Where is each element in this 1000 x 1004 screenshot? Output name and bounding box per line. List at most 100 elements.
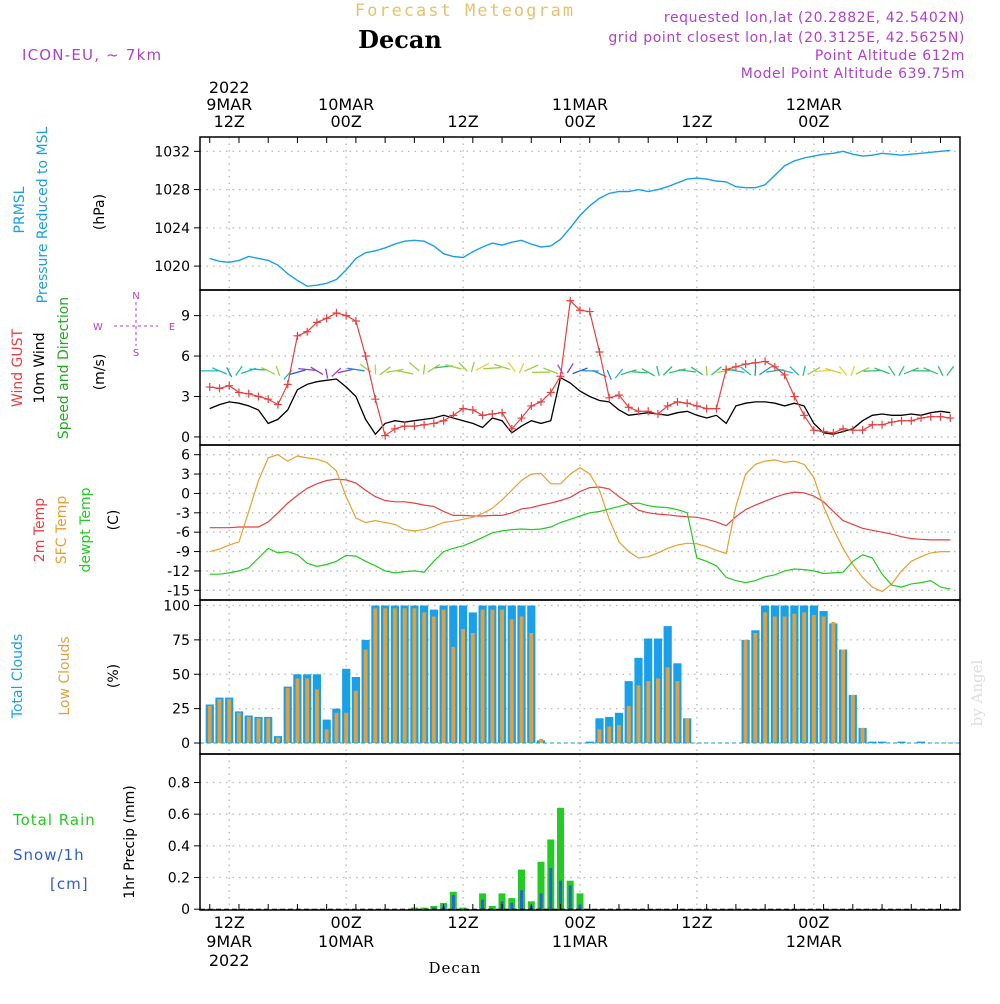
snow-label: Snow/1h [13,846,85,864]
wind-gust-point [488,410,496,418]
y-tick-label: 0 [181,902,190,918]
low-clouds-bar [373,608,377,743]
low-clouds-bar [646,681,650,743]
requested-location: requested lon,lat (20.2882E, 42.5402N) [664,10,965,26]
wind-gust-point [820,428,828,436]
low-clouds-bar [607,727,611,744]
rain-label: Total Rain [12,811,96,829]
wind-direction-arrow [543,368,558,374]
wind-gust-point [595,348,603,356]
model-altitude: Model Point Altitude 639.75m [741,66,965,82]
wind-gust-point [693,402,701,410]
low-clouds-bar [763,612,767,743]
pressure-unit: (hPa) [92,194,108,230]
low-clouds-bar [676,681,680,743]
meteogram-title: Forecast Meteogram [355,1,575,21]
low-clouds-bar [383,608,387,743]
wind-gust-point [293,332,301,340]
wind-direction-arrow [839,366,847,375]
low-clouds-bar [841,650,845,744]
wind-gust-point [469,406,477,414]
wind-gust-point [859,426,867,434]
grid-layer [200,137,960,910]
bottom-time-label: 10MAR [318,932,374,951]
watermark: by Angel [968,659,986,726]
wind-direction-arrow [581,371,599,372]
low-clouds-bar [403,608,407,743]
y-tick-label: 0 [181,430,190,446]
bottom-time-label: 12MAR [786,932,842,951]
low-clouds-bar [286,688,290,743]
wind-direction-arrow [899,366,904,376]
low-clouds-bar [344,713,348,743]
low-clouds-bar [257,718,261,743]
wind-direction-arrow [459,362,467,371]
low-clouds-bar [685,718,689,743]
wind-gust-point [878,421,886,429]
wind-direction-arrow [236,366,242,375]
low-clouds-bar [822,617,826,744]
y-tick-label: 9 [181,309,190,325]
wind-gust-point [362,352,370,360]
wind-direction-arrow [863,371,881,372]
temp-sfc-label: SFC Temp [54,496,70,565]
wind-gust-label: Wind GUST [10,328,26,407]
wind-gust-point [371,395,379,403]
wind-direction-arrow [262,368,275,375]
low-clouds-bar [227,699,231,743]
wind-gust-point [800,411,808,419]
low-clouds-bar [510,619,514,743]
wind-direction-arrow [567,363,573,372]
bottom-time-label: 12Z [214,913,245,932]
wind-gust-point [937,413,945,421]
temp-unit: (C) [106,510,122,531]
low-clouds-bar [783,617,787,744]
wind-gust-point [254,392,262,400]
low-clouds-bar [422,612,426,743]
wind-direction-arrow [711,367,721,375]
wind-gust-point [751,359,759,367]
wind-direction-arrow [423,365,424,375]
low-clouds-bar [393,608,397,743]
wind-gust-point [898,417,906,425]
wind-direction-arrow [380,367,391,375]
wind-10m-label: 10m Wind [32,332,48,403]
wind-gust-point [868,421,876,429]
low-clouds-bar [802,612,806,743]
wind-direction-arrow [409,363,419,371]
wind-direction-arrow [607,370,611,380]
snow-bar [579,905,582,910]
wind-direction-arrow [759,367,770,375]
wind-gust-point [946,414,954,422]
wind-gust-point [381,432,389,440]
low-clouds-bar [247,717,251,743]
wind-gust-point [722,366,730,374]
wind-gust-point [849,426,857,434]
low-clouds-bar [753,633,757,743]
low-clouds-bar [851,695,855,743]
low-clouds-bar [442,610,446,743]
bottom-time-label: 12Z [447,913,478,932]
top-time-label: 00Z [564,112,595,131]
snow-bar [452,895,455,909]
wind-gust-point [459,405,467,413]
point-altitude: Point Altitude 612m [815,48,965,64]
wind-gust-point [907,417,915,425]
y-tick-label: 1028 [154,183,190,199]
compass-e: E [169,322,175,333]
wind-gust-point [829,429,837,437]
low-clouds-bar [520,617,524,744]
wind-gust-point [420,421,428,429]
low-clouds-bar [412,608,416,743]
wind-10m-line [210,378,951,435]
wind-direction-arrow [657,366,660,376]
bottom-time-label: 00Z [798,913,829,932]
low-clouds-bar [812,615,816,743]
low-clouds-bar [481,610,485,743]
y-tick-label: 6 [181,448,190,464]
bottom-time-label: 00Z [330,913,361,932]
prmsl-label: PRMSL [12,186,28,233]
wind-direction-arrow [938,366,943,376]
top-time-label: 12Z [447,112,478,131]
